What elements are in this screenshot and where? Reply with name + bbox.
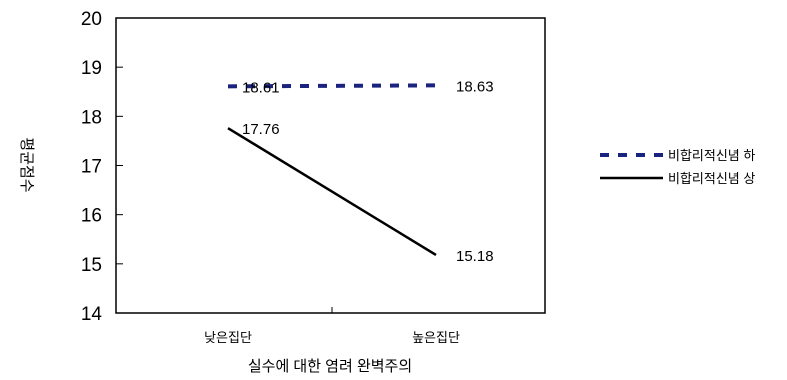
y-tick-label: 16 (81, 206, 102, 227)
series-line-2 (227, 127, 437, 257)
y-tick-label: 17 (81, 157, 102, 178)
data-label: 18.61 (242, 79, 280, 96)
plot-area-frame (115, 17, 546, 314)
x-axis-title: 실수에 대한 염려 완벽주의 (248, 358, 412, 375)
y-axis-title: 평균점수 (18, 137, 35, 192)
data-label: 18.63 (456, 78, 494, 95)
y-tick-label: 20 (81, 9, 102, 30)
y-axis: 20 19 18 17 16 15 14 (81, 9, 123, 325)
y-tick-label: 15 (81, 255, 102, 276)
series-group (227, 83, 437, 257)
data-label: 15.18 (456, 248, 494, 265)
y-tick-label: 18 (81, 107, 102, 128)
x-axis: 낮은집단 높은집단 (115, 307, 546, 345)
y-tick-label: 19 (81, 58, 102, 79)
legend-label-2: 비합리적신념 상 (668, 171, 755, 186)
x-category-label: 낮은집단 (204, 330, 252, 345)
x-category-label: 높은집단 (412, 330, 460, 345)
data-label: 17.76 (242, 121, 280, 138)
y-tick-label: 14 (81, 304, 103, 325)
data-labels: 18.61 18.63 17.76 15.18 (242, 78, 494, 265)
legend-label-1: 비합리적신념 하 (668, 148, 755, 163)
